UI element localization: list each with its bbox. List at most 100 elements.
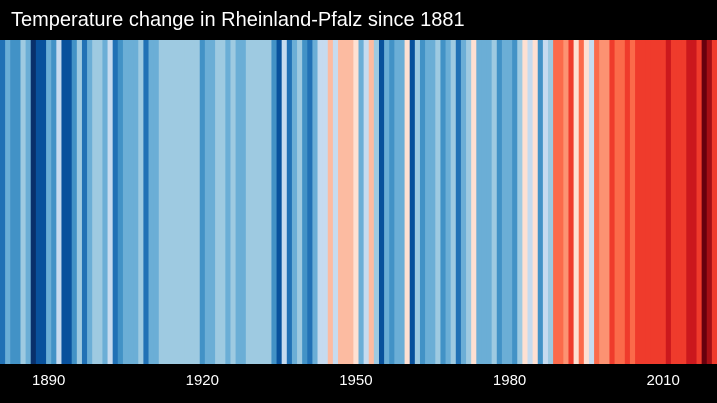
stripe-1974: [476, 40, 483, 364]
stripe-1958: [394, 40, 401, 364]
stripe-1989: [553, 40, 559, 364]
stripe-1948: [343, 40, 349, 364]
stripe-2009: [655, 40, 662, 364]
stripe-1947: [338, 40, 344, 364]
stripe-1956: [384, 40, 390, 364]
stripe-1905: [122, 40, 129, 364]
stripe-2006: [640, 40, 646, 364]
stripe-1995: [583, 40, 590, 364]
stripe-1914: [169, 40, 175, 364]
stripe-1991: [563, 40, 570, 364]
stripe-1941: [307, 40, 314, 364]
stripe-1945: [327, 40, 334, 364]
stripe-1955: [378, 40, 385, 364]
stripe-1881: [0, 40, 6, 364]
stripe-2004: [629, 40, 636, 364]
stripe-1985: [532, 40, 539, 364]
stripe-1973: [471, 40, 477, 364]
stripe-1889: [40, 40, 47, 364]
stripe-1988: [547, 40, 554, 364]
stripe-1980: [507, 40, 513, 364]
stripe-1910: [148, 40, 155, 364]
stripe-1892: [56, 40, 63, 364]
stripe-1961: [409, 40, 416, 364]
stripe-1902: [107, 40, 114, 364]
stripe-2007: [645, 40, 652, 364]
stripe-1893: [61, 40, 68, 364]
stripe-1899: [92, 40, 98, 364]
stripe-1916: [179, 40, 185, 364]
stripe-1925: [225, 40, 232, 364]
stripe-1972: [466, 40, 472, 364]
x-axis-labels: 1890 1920 1950 1980 2010: [0, 371, 717, 393]
stripe-2014: [681, 40, 687, 364]
x-tick-label-1890: 1890: [32, 372, 66, 389]
stripe-2010: [660, 40, 667, 364]
stripe-1900: [97, 40, 104, 364]
x-tick-label-1980: 1980: [492, 372, 527, 389]
stripe-1965: [430, 40, 436, 364]
stripe-1953: [368, 40, 375, 364]
stripe-1890: [46, 40, 52, 364]
stripe-1986: [537, 40, 544, 364]
chart-title: Temperature change in Rheinland-Pfalz si…: [11, 9, 465, 31]
stripe-1897: [81, 40, 88, 364]
stripe-1903: [112, 40, 119, 364]
stripe-1919: [194, 40, 201, 364]
stripe-1998: [599, 40, 605, 364]
stripe-1931: [256, 40, 262, 364]
stripe-1967: [440, 40, 447, 364]
stripe-1942: [312, 40, 319, 364]
stripe-1898: [87, 40, 93, 364]
stripe-1957: [389, 40, 395, 364]
stripe-1896: [76, 40, 83, 364]
stripe-1968: [445, 40, 452, 364]
stripe-1981: [512, 40, 518, 364]
stripe-1894: [66, 40, 73, 364]
stripe-1912: [158, 40, 165, 364]
stripe-1884: [15, 40, 22, 364]
stripe-2013: [676, 40, 682, 364]
stripe-1906: [128, 40, 134, 364]
stripe-1993: [573, 40, 580, 364]
stripe-1918: [189, 40, 196, 364]
stripe-1969: [450, 40, 457, 364]
stripe-1885: [20, 40, 27, 364]
stripe-1999: [604, 40, 611, 364]
stripe-1907: [133, 40, 139, 364]
x-tick-label-1950: 1950: [339, 372, 373, 389]
stripe-2012: [670, 40, 677, 364]
stripe-1938: [291, 40, 298, 364]
stripe-1891: [51, 40, 57, 364]
stripe-1984: [527, 40, 534, 364]
stripe-1937: [286, 40, 293, 364]
stripe-1924: [220, 40, 226, 364]
stripe-1982: [517, 40, 523, 364]
stripe-1950: [353, 40, 360, 364]
stripe-1990: [558, 40, 564, 364]
stripe-1934: [271, 40, 278, 364]
stripe-1927: [235, 40, 242, 364]
stripe-1996: [588, 40, 595, 364]
stripe-1954: [373, 40, 380, 364]
stripe-1901: [102, 40, 109, 364]
stripe-1911: [153, 40, 160, 364]
stripe-1928: [240, 40, 247, 364]
stripe-1946: [332, 40, 339, 364]
stripe-1923: [215, 40, 221, 364]
stripe-2016: [691, 40, 698, 364]
stripe-2015: [686, 40, 692, 364]
stripe-1987: [542, 40, 549, 364]
stripe-1882: [5, 40, 11, 364]
stripe-2019: [706, 40, 713, 364]
stripe-1908: [138, 40, 144, 364]
stripe-1926: [230, 40, 237, 364]
stripe-1933: [266, 40, 273, 364]
stripe-1977: [491, 40, 498, 364]
stripe-1913: [163, 40, 170, 364]
stripe-1975: [481, 40, 488, 364]
stripe-1888: [35, 40, 42, 364]
stripe-1886: [25, 40, 32, 364]
stripe-1929: [245, 40, 252, 364]
